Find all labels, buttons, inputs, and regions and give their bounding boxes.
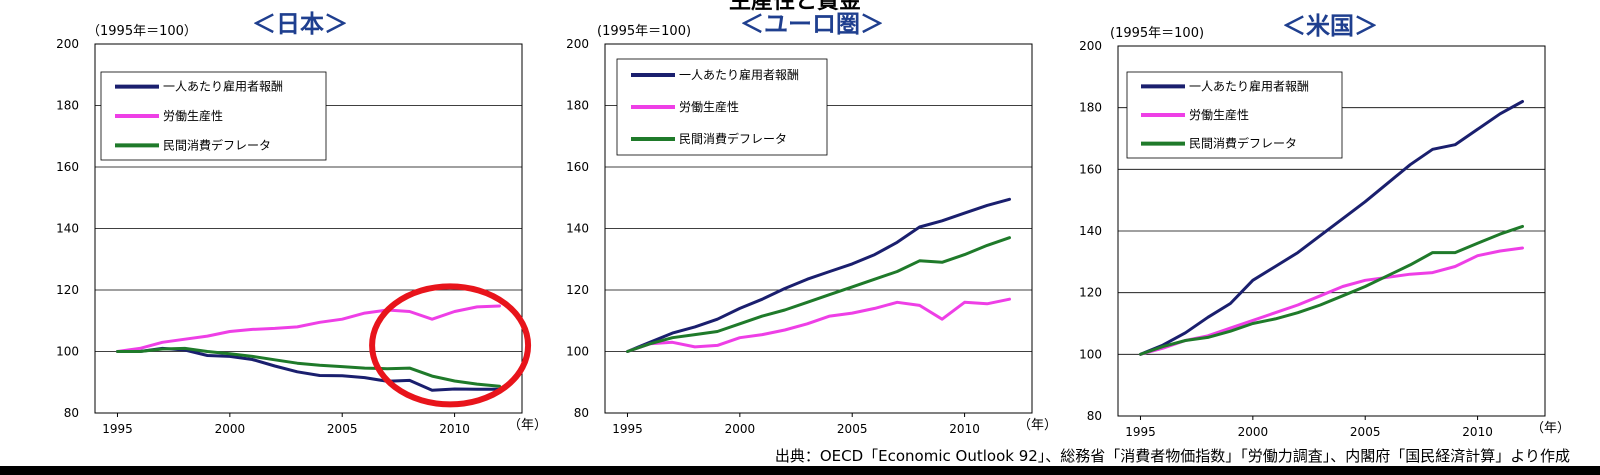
unit-label: (1995年＝100) [1110,26,1204,41]
series-line-compensation [626,197,1011,353]
legend-label-productivity: 労働生産性 [163,108,223,123]
y-tick-label: 140 [56,222,79,236]
unit-label: （1995年＝100） [87,24,197,39]
chart-1: ＜日本＞ （1995年＝100） 80 100 120 140 160 180 200 1995 2… [56,10,547,436]
series-line-deflator [1139,224,1524,356]
series-line-productivity [116,304,501,353]
legend-label-productivity: 労働生産性 [679,99,739,114]
legend-label-productivity: 労働生産性 [1189,107,1249,122]
legend-label-deflator: 民間消費デフレータ [679,131,787,146]
y-tick-label: 160 [1079,162,1102,176]
y-tick-label: 200 [56,37,79,51]
chart-2: ＜ユーロ圏＞ (1995年＝100) 80 100 120 140 160 180 200 199… [566,10,1057,436]
chart-title: ＜日本＞ [252,10,348,38]
x-axis-label: （年） [1018,418,1057,433]
highlight-circle [369,283,532,408]
x-tick-label: 2010 [949,422,980,436]
series-line-deflator [626,236,1011,353]
y-tick-label: 200 [566,37,589,51]
legend-label-compensation: 一人あたり雇用者報酬 [1189,78,1309,93]
x-axis-label: （年） [1531,421,1570,436]
legend-label-deflator: 民間消費デフレータ [1189,136,1297,151]
x-tick-label: 2005 [327,422,358,436]
y-tick-label: 180 [566,99,589,113]
x-tick-label: 2000 [1238,425,1269,439]
y-tick-label: 80 [64,406,79,420]
x-tick-label: 2000 [215,422,246,436]
y-tick-label: 80 [574,406,589,420]
main-title: 生産性と賃金 [729,0,862,14]
bottom-bar [0,466,1600,475]
chart-title: ＜米国＞ [1282,12,1378,40]
x-tick-label: 2000 [725,422,756,436]
x-tick-label: 2005 [1350,425,1381,439]
x-axis-label: （年） [508,418,547,433]
y-tick-label: 140 [1079,224,1102,238]
charts: ＜日本＞ （1995年＝100） 80 100 120 140 160 180 200 1995 2… [56,10,1570,439]
x-tick-label: 1995 [1125,425,1156,439]
x-tick-label: 2010 [1462,425,1493,439]
series-line-productivity [626,297,1011,353]
source-text: 出典：OECD「Economic Outlook 92」、総務省「消費者物価指数… [775,447,1570,465]
legend-label-deflator: 民間消費デフレータ [163,137,271,152]
unit-label: (1995年＝100) [597,24,691,39]
y-tick-label: 100 [56,345,79,359]
y-tick-label: 140 [566,222,589,236]
series-line-deflator [116,346,501,388]
y-tick-label: 120 [566,283,589,297]
y-tick-label: 200 [1079,39,1102,53]
legend-label-compensation: 一人あたり雇用者報酬 [679,67,799,82]
x-tick-label: 1995 [612,422,643,436]
y-tick-label: 180 [1079,101,1102,115]
x-tick-label: 2010 [439,422,470,436]
y-tick-label: 160 [566,160,589,174]
y-tick-label: 100 [566,345,589,359]
x-tick-label: 1995 [102,422,133,436]
y-tick-label: 180 [56,99,79,113]
series-line-compensation [1139,100,1524,356]
chart-title: ＜ユーロ圏＞ [740,10,884,38]
x-tick-label: 2005 [837,422,868,436]
y-tick-label: 120 [56,283,79,297]
y-tick-label: 160 [56,160,79,174]
chart-3: ＜米国＞ (1995年＝100) 80 100 120 140 160 180 200 1995 2… [1079,12,1570,439]
legend-label-compensation: 一人あたり雇用者報酬 [163,79,283,94]
y-tick-label: 100 [1079,347,1102,361]
y-tick-label: 120 [1079,286,1102,300]
y-tick-label: 80 [1087,409,1102,423]
